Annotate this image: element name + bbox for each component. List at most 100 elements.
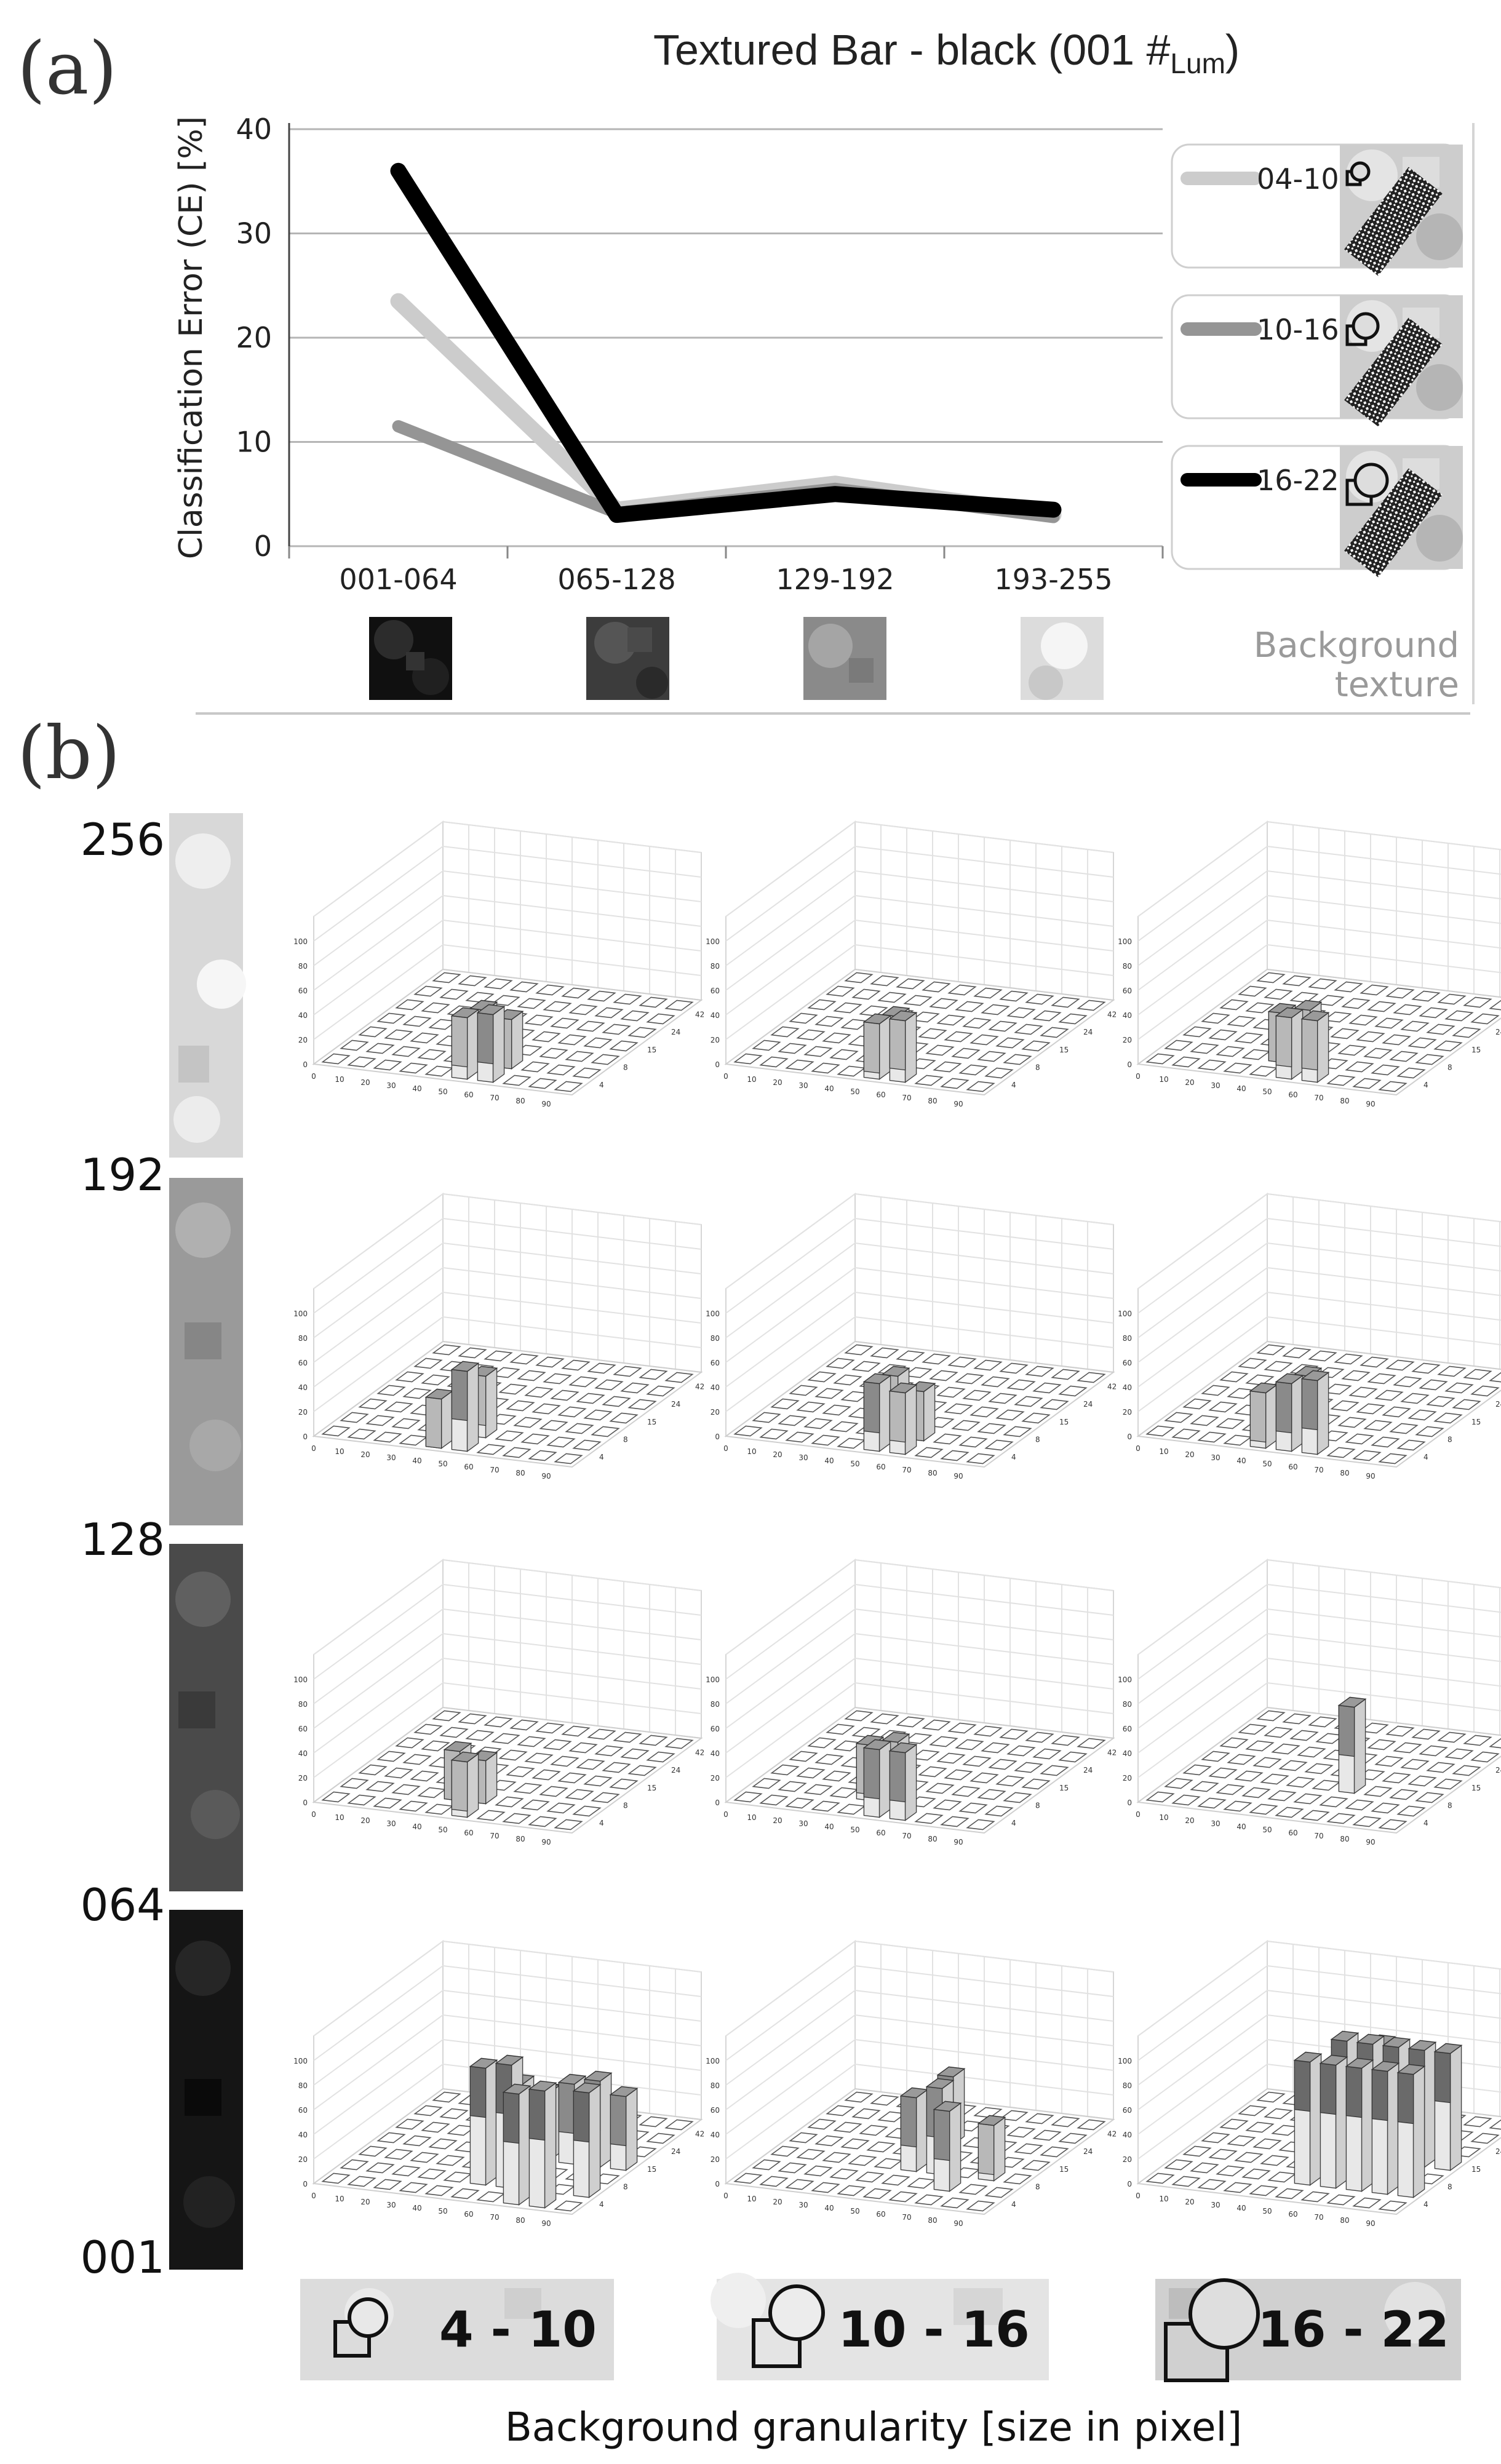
z-tick-label: 0 [1127,2180,1132,2188]
x-tick-label: 70 [902,1466,911,1474]
bar3d-bar [1371,2061,1400,2195]
bar3d-cell [951,1420,981,1431]
granularity-box-1 [300,2279,614,2380]
z-tick-label: 80 [298,1700,308,1709]
bar3d-cell [1219,1371,1249,1383]
x-tick-label: 30 [798,1819,808,1828]
bar3d-cell [870,1347,899,1359]
bar3d-cell [513,1782,543,1794]
bar3d-cell [1330,1400,1360,1412]
bar3d-cell [922,1353,951,1365]
z-tick-label: 40 [711,1749,720,1758]
x-tick-label: 90 [541,1472,551,1480]
bar3d-cell [1171,1428,1201,1440]
bar3d-cell [733,1791,763,1803]
bar3d-cell [384,1767,413,1779]
bar3d-cell [1393,1742,1422,1754]
bar3d-bar [502,2083,532,2206]
x-tick-label: 90 [954,2219,963,2228]
bar3d-cell [1330,1028,1360,1039]
z-tick-label: 20 [711,2155,720,2164]
bar3d-cell [759,1056,789,1068]
bar3d-cell [557,1772,587,1784]
bar3d-cell [476,2191,506,2203]
bar3d-bar [862,1373,892,1452]
x-tick-label: 30 [386,2201,396,2209]
bar3d-cell [358,1026,388,1038]
bar3d-cell [613,993,642,1005]
bar3d-cell [583,1409,613,1421]
y-tick-label: 24 [1495,1028,1501,1036]
series-line-16-22 [390,162,1062,523]
bar3d-cell [1219,2118,1249,2130]
bar3d-bar [862,1013,892,1080]
bar3d-cell [822,1032,851,1044]
bar3d-cell [789,1012,818,1024]
bar3d-cell [1058,1385,1088,1397]
bar3d-cell [814,1388,844,1399]
x-tick-label: 50 [850,1826,859,1834]
z-tick-label: 20 [298,2155,308,2164]
bar3d-cell [1308,978,1337,990]
bar3d-cell [1341,1370,1371,1381]
bar3d-cell [1337,1417,1367,1428]
bar3d-cell [1363,1786,1393,1797]
bar3d-cell [1164,1039,1193,1051]
bar3d-cell [557,1406,587,1418]
bar3d-cell [432,2091,461,2103]
x-tick-label: 50 [438,1826,447,1834]
y-tick-label: 24 [671,1400,680,1409]
bar3d-cell [476,1444,506,1455]
bar3d-cell [1077,1000,1106,1011]
bar3d-cell [1352,1816,1382,1827]
bar3d-cell [778,1415,807,1426]
bar3d-cell [347,1794,376,1806]
z-tick-label: 60 [1123,987,1132,995]
bar3d-cell [988,1759,1017,1770]
bar3d-cell [646,1385,675,1397]
bar3d-cell [1058,1751,1088,1763]
bar3d-cell [484,1350,513,1362]
bar3d-cell [1006,1007,1036,1019]
bar3d-cell [811,1434,840,1446]
bar3d-cell [995,1775,1025,1787]
bar3d-cell [1051,1735,1080,1746]
granularity-label-3: 16 - 22 [1257,2301,1449,2358]
x-tick-label: 0 [1136,1810,1141,1819]
x-tick-label: 193-255 [994,563,1112,596]
bar3d-cell [321,1791,351,1803]
bar3d-cell [384,1029,413,1041]
bar3d-cell [844,1710,874,1722]
bar3d-cell [1378,2200,1407,2212]
bar3d-cell [572,1067,602,1079]
bar3d-cell [807,999,837,1011]
bar3d-cell [373,1431,402,1443]
bar3d-cell [1293,1793,1323,1805]
bar3d-cell [903,1367,933,1378]
bar3d-cell [413,985,443,997]
bar3d-cell [1334,1353,1363,1365]
bar3d-cell [984,1439,1014,1451]
bar3d-cell [1171,1794,1201,1806]
x-tick-label: 0 [1136,1444,1141,1453]
bar3d-cell [918,1766,947,1778]
bar3d-cell [1006,1379,1036,1391]
bar3d-cell [1256,2091,1286,2103]
bar3d-cell [439,988,469,1000]
y-tick-label: 8 [623,1801,628,1810]
x-tick-label: 70 [490,2213,499,2222]
bar3d-cell [664,1372,694,1383]
bar3d-cell [587,1728,616,1740]
bar3d-cell [550,1017,579,1029]
x-tick-label: 90 [1366,1100,1375,1108]
bar3d-cell [1345,1061,1374,1073]
bar3d-cell [498,1383,528,1395]
bar3d-cell [539,1047,568,1059]
z-tick-label: 100 [1118,937,1132,946]
z-tick-label: 60 [711,987,720,995]
bar3d-cell [509,981,539,993]
bar3d-cell [837,1803,866,1815]
bar3d-cell [1014,2143,1043,2155]
bar3d-cell [999,2110,1029,2121]
bar3d-bar [862,1739,892,1818]
